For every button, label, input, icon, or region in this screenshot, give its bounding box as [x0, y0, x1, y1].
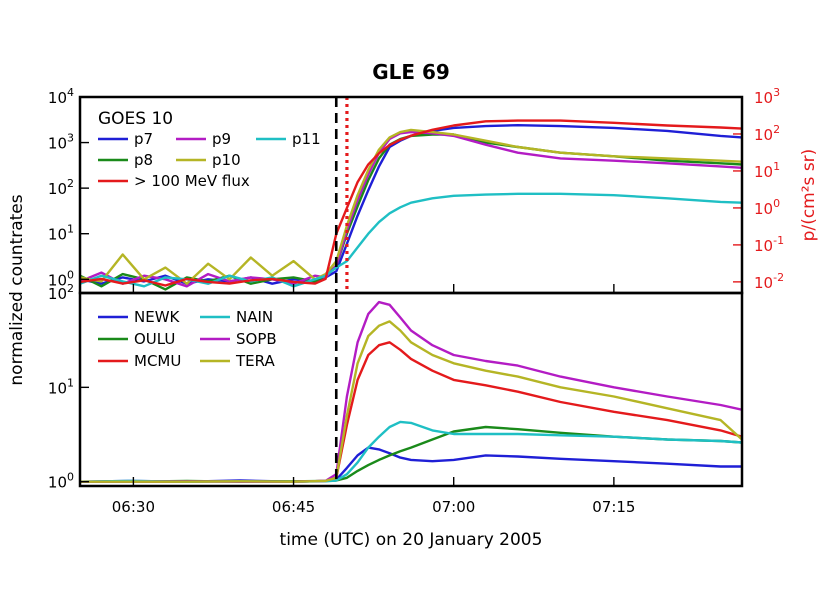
y-tick-label: 103	[48, 132, 74, 153]
right-y-tick-label: 10-1	[754, 234, 784, 255]
legend-label: SOPB	[236, 330, 277, 348]
x-tick-label: 06:30	[112, 498, 155, 516]
legend-label: p10	[212, 151, 241, 169]
x-tick-label: 07:15	[592, 498, 635, 516]
right-y-tick-label: 102	[754, 123, 780, 144]
y-tick-label: 101	[48, 376, 74, 397]
legend-label: TERA	[235, 352, 275, 370]
y-tick-label: 100	[48, 471, 74, 492]
bottom-panel: 100 101 102 NEWK NAIN OULU SOPB MCMU TERA	[48, 282, 742, 492]
legend-label: NAIN	[236, 308, 273, 326]
series-line--100-mev-flux	[80, 119, 742, 287]
legend-label: p11	[292, 130, 321, 148]
right-y-axis-label: p/(cm²s sr)	[799, 149, 819, 242]
x-tick-label: 07:00	[432, 498, 475, 516]
right-y-tick-label: 101	[754, 160, 780, 181]
series-line-newk	[80, 446, 742, 483]
y-tick-label: 104	[48, 86, 74, 107]
right-y-tick-label: 100	[754, 197, 780, 218]
bottom-legend: NEWK NAIN OULU SOPB MCMU TERA	[98, 308, 277, 370]
y-tick-label: 102	[48, 177, 74, 198]
legend-label: NEWK	[134, 308, 181, 326]
series-line-tera	[80, 320, 742, 483]
legend-label: > 100 MeV flux	[134, 172, 250, 190]
legend-label: p7	[134, 130, 153, 148]
series-line-p9	[80, 130, 742, 288]
x-tick-label: 06:45	[272, 498, 315, 516]
y-tick-label: 102	[48, 282, 74, 303]
y-axis-label: normalized countrates	[7, 194, 27, 385]
series-line-p7	[80, 123, 742, 285]
y-tick-label: 100	[48, 268, 74, 289]
right-y-tick-label: 103	[754, 86, 780, 107]
x-axis-label: time (UTC) on 20 January 2005	[280, 530, 543, 550]
legend-title: GOES 10	[98, 109, 173, 129]
series-line-oulu	[80, 425, 742, 483]
series-line-p11	[80, 192, 742, 288]
series-line-nain	[80, 420, 742, 483]
y-tick-label: 101	[48, 223, 74, 244]
legend-label: MCMU	[134, 352, 181, 370]
bottom-panel-frame	[78, 291, 744, 488]
legend-label: OULU	[134, 330, 175, 348]
top-panel-frame	[78, 95, 744, 295]
legend-label: p9	[212, 130, 231, 148]
series-line-sopb	[80, 300, 742, 483]
top-panel: 100 101 102 103 104 10-2 10-1 100 101 102 103 GOES…	[48, 86, 784, 293]
series-line-p10	[80, 128, 742, 285]
right-y-tick-label: 10-2	[754, 271, 784, 292]
legend-label: p8	[134, 151, 153, 169]
chart-title: GLE 69	[372, 60, 450, 84]
